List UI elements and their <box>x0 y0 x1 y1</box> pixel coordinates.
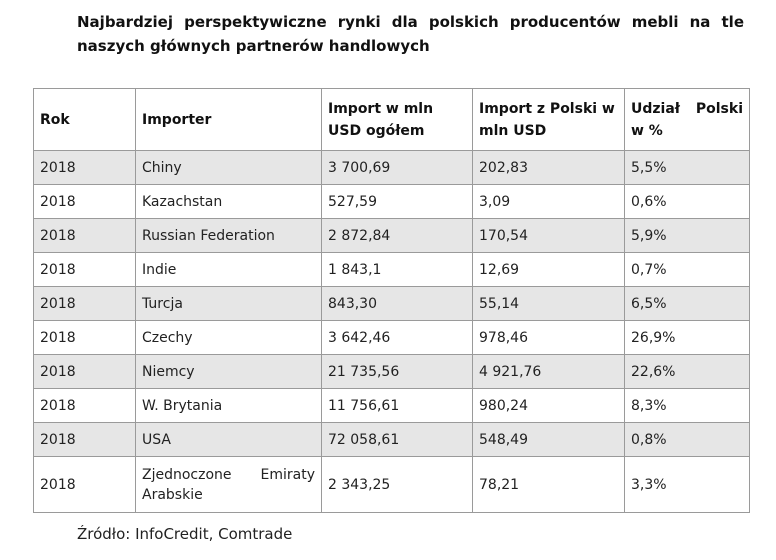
cell-importer: Czechy <box>135 320 322 355</box>
header-import-total: Import w mln USD ogółem <box>321 88 473 151</box>
source-note: Źródło: InfoCredit, Comtrade <box>77 525 293 543</box>
cell-import-total: 3 700,69 <box>321 150 473 185</box>
cell-importer: Russian Federation <box>135 218 322 253</box>
cell-importer: Indie <box>135 252 322 287</box>
table-row: 2018 W. Brytania 11 756,61 980,24 8,3% <box>33 388 750 423</box>
cell-poland-share: 5,9% <box>624 218 750 253</box>
cell-poland-share: 0,8% <box>624 422 750 457</box>
cell-import-total: 2 872,84 <box>321 218 473 253</box>
table-title: Najbardziej perspektywiczne rynki dla po… <box>77 13 744 55</box>
table-row: 2018 Kazachstan 527,59 3,09 0,6% <box>33 184 750 219</box>
header-poland-share: Udział Polski w % <box>624 88 750 151</box>
cell-importer: Zjednoczone Emiraty Arabskie <box>135 456 322 513</box>
cell-import-total: 2 343,25 <box>321 456 473 513</box>
header-importer: Importer <box>135 88 322 151</box>
cell-year: 2018 <box>33 388 136 423</box>
cell-import-from-poland: 202,83 <box>472 150 625 185</box>
cell-poland-share: 0,6% <box>624 184 750 219</box>
cell-importer: Turcja <box>135 286 322 321</box>
cell-year: 2018 <box>33 286 136 321</box>
cell-year: 2018 <box>33 150 136 185</box>
cell-import-total: 1 843,1 <box>321 252 473 287</box>
cell-poland-share: 5,5% <box>624 150 750 185</box>
cell-year: 2018 <box>33 252 136 287</box>
cell-import-from-poland: 980,24 <box>472 388 625 423</box>
cell-importer: USA <box>135 422 322 457</box>
table-row: 2018 USA 72 058,61 548,49 0,8% <box>33 422 750 457</box>
cell-poland-share: 22,6% <box>624 354 750 389</box>
cell-year: 2018 <box>33 184 136 219</box>
cell-importer: Kazachstan <box>135 184 322 219</box>
cell-import-from-poland: 3,09 <box>472 184 625 219</box>
table-row: 2018 Indie 1 843,1 12,69 0,7% <box>33 252 750 287</box>
cell-year: 2018 <box>33 218 136 253</box>
cell-import-from-poland: 12,69 <box>472 252 625 287</box>
cell-poland-share: 6,5% <box>624 286 750 321</box>
cell-import-total: 21 735,56 <box>321 354 473 389</box>
cell-year: 2018 <box>33 354 136 389</box>
cell-poland-share: 8,3% <box>624 388 750 423</box>
cell-poland-share: 3,3% <box>624 456 750 513</box>
cell-import-total: 72 058,61 <box>321 422 473 457</box>
table-row: 2018 Chiny 3 700,69 202,83 5,5% <box>33 150 750 185</box>
table-row: 2018 Zjednoczone Emiraty Arabskie 2 343,… <box>33 456 750 513</box>
cell-year: 2018 <box>33 320 136 355</box>
cell-importer: Chiny <box>135 150 322 185</box>
table-row: 2018 Niemcy 21 735,56 4 921,76 22,6% <box>33 354 750 389</box>
cell-year: 2018 <box>33 422 136 457</box>
cell-importer: W. Brytania <box>135 388 322 423</box>
cell-importer: Niemcy <box>135 354 322 389</box>
table-row: 2018 Turcja 843,30 55,14 6,5% <box>33 286 750 321</box>
cell-import-total: 3 642,46 <box>321 320 473 355</box>
cell-import-total: 11 756,61 <box>321 388 473 423</box>
cell-import-total: 527,59 <box>321 184 473 219</box>
cell-import-from-poland: 4 921,76 <box>472 354 625 389</box>
header-rok: Rok <box>33 88 136 151</box>
cell-import-from-poland: 170,54 <box>472 218 625 253</box>
cell-poland-share: 26,9% <box>624 320 750 355</box>
cell-import-total: 843,30 <box>321 286 473 321</box>
table-row: 2018 Russian Federation 2 872,84 170,54 … <box>33 218 750 253</box>
cell-import-from-poland: 55,14 <box>472 286 625 321</box>
header-import-from-poland: Import z Polski w mln USD <box>472 88 625 151</box>
cell-year: 2018 <box>33 456 136 513</box>
cell-import-from-poland: 978,46 <box>472 320 625 355</box>
table-header-row: Rok Importer Import w mln USD ogółem Imp… <box>33 88 750 151</box>
cell-poland-share: 0,7% <box>624 252 750 287</box>
cell-import-from-poland: 548,49 <box>472 422 625 457</box>
cell-import-from-poland: 78,21 <box>472 456 625 513</box>
table-row: 2018 Czechy 3 642,46 978,46 26,9% <box>33 320 750 355</box>
import-table: Rok Importer Import w mln USD ogółem Imp… <box>33 88 750 513</box>
